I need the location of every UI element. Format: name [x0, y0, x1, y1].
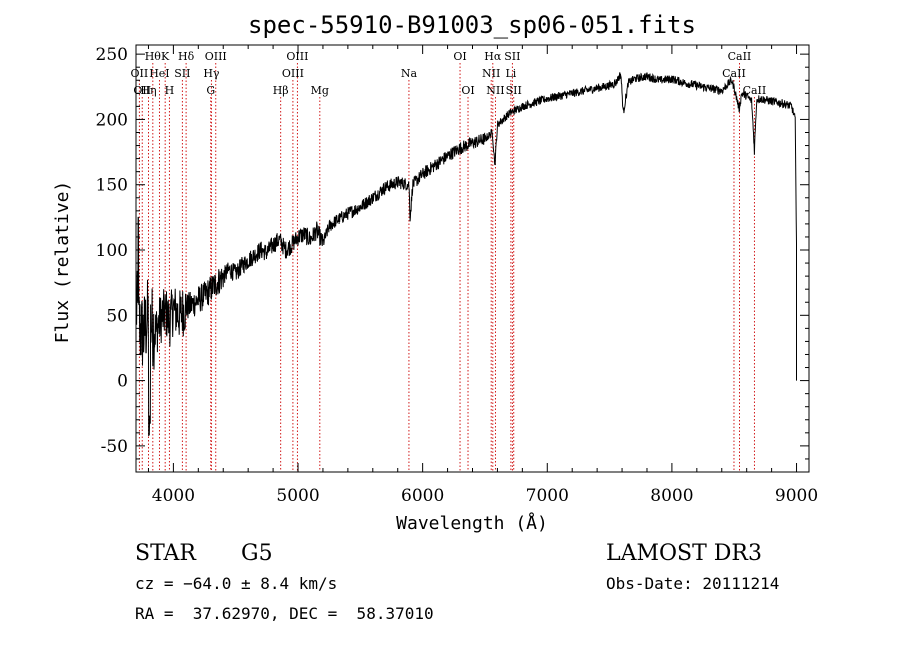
y-tick-label: 150 [96, 176, 128, 196]
spectral-line-label: SII [174, 67, 190, 80]
x-tick-label: 6000 [401, 486, 444, 506]
y-tick-label: -50 [101, 437, 128, 457]
spectral-line-label: OII [131, 67, 149, 80]
object-class: STAR [135, 541, 197, 566]
velocity-info: cz = −64.0 ± 8.4 km/s [135, 574, 337, 593]
spectral-line-label: Na [401, 67, 418, 80]
spectral-line-label: NII [482, 67, 500, 80]
spectral-line-label: Hδ [178, 50, 195, 63]
spectral-line-label: K [161, 50, 170, 63]
x-tick-label: 7000 [526, 486, 569, 506]
spectral-line-label: OI [461, 84, 474, 97]
spectral-line-label: Mg [311, 84, 329, 97]
spectral-line-label: Hη [140, 84, 156, 97]
survey-name: LAMOST DR3 [606, 541, 762, 566]
spectral-line-label: H [165, 84, 175, 97]
spectral-line-label: SII [504, 50, 520, 63]
y-tick-label: 100 [96, 241, 128, 261]
x-tick-label: 8000 [650, 486, 693, 506]
spectral-line-label: Hγ [203, 67, 220, 80]
x-tick-label: 9000 [775, 486, 818, 506]
spectral-line-label: Hθ [145, 50, 162, 63]
spectral-line-label: Hα [484, 50, 502, 63]
y-tick-label: 0 [117, 372, 128, 392]
spectral-line-label: CaII [743, 84, 767, 97]
spectral-line-label: G [206, 84, 215, 97]
y-tick-label: 200 [96, 110, 128, 130]
spectral-line-label: OIII [205, 50, 227, 63]
spectral-line-label: NII [486, 84, 504, 97]
y-tick-label: 50 [106, 306, 128, 326]
spectral-line-label: OIII [282, 67, 304, 80]
spectral-line-label: SII [506, 84, 522, 97]
spectral-line-label: CaII [728, 50, 752, 63]
spectral-line-label: Li [505, 67, 516, 80]
y-tick-label: 250 [96, 45, 128, 65]
x-tick-label: 5000 [276, 486, 319, 506]
coordinates: RA = 37.62970, DEC = 58.37010 [135, 604, 434, 623]
x-axis-label: Wavelength (Å) [396, 512, 548, 534]
object-subclass: G5 [241, 541, 273, 566]
y-axis-label: Flux (relative) [52, 181, 73, 344]
spectral-line-label: Hβ [273, 84, 289, 97]
y-axis-ticks: -50 0 50 100 150 200 250 [96, 45, 809, 460]
spectral-line-label: CaII [722, 67, 746, 80]
spectral-line-label: OIII [286, 50, 308, 63]
plot-frame [135, 44, 810, 473]
chart-title: spec-55910-B91003_sp06-051.fits [248, 11, 696, 39]
spectral-line-label: OI [453, 50, 466, 63]
obs-date: Obs-Date: 20111214 [606, 574, 779, 593]
x-axis-ticks: 4000 5000 6000 7000 8000 9000 [147, 45, 818, 506]
spectrum-line [135, 72, 797, 437]
spectral-line-label: HeI [149, 67, 169, 80]
spectrum-series [135, 72, 797, 437]
x-tick-label: 4000 [152, 486, 195, 506]
